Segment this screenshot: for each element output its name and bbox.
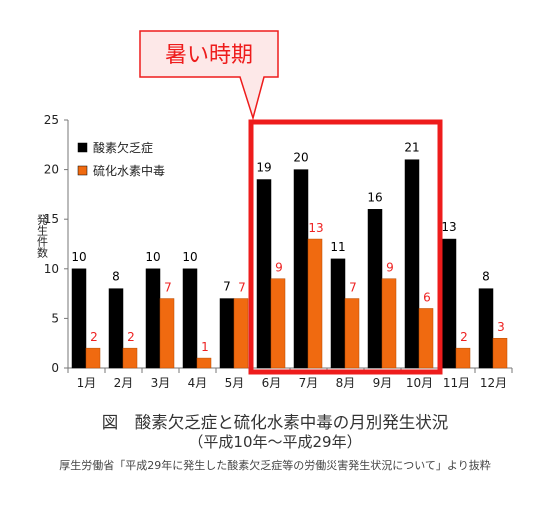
data-label-oxygen-deficiency: 7 [223,280,231,294]
bar-hydrogen-sulfide [381,278,397,369]
data-label-hydrogen-sulfide: 3 [497,320,505,334]
data-label-oxygen-deficiency: 8 [112,270,120,284]
data-label-oxygen-deficiency: 20 [293,151,308,165]
bar-hydrogen-sulfide [196,357,212,369]
bar-oxygen-deficiency [367,209,383,369]
x-tick-label: 1月 [77,376,97,390]
x-tick-label: 3月 [151,376,171,390]
y-axis-title: 発生件数 [36,213,49,259]
legend-label: 酸素欠乏症 [93,140,153,155]
callout-label: 暑い時期 [165,43,253,68]
chart-caption-period: （平成10年～平成29年） [188,433,362,451]
highlight-frame [248,119,443,375]
data-label-hydrogen-sulfide: 2 [127,330,135,344]
data-label-hydrogen-sulfide: 2 [90,330,98,344]
bar-hydrogen-sulfide [455,347,471,369]
bar-oxygen-deficiency [478,288,494,369]
x-tick-label: 6月 [262,376,282,390]
data-label-oxygen-deficiency: 10 [182,250,197,264]
bar-oxygen-deficiency [182,268,198,369]
bar-hydrogen-sulfide [344,298,360,369]
bar-oxygen-deficiency [293,169,309,369]
legend-label: 硫化水素中毒 [93,163,165,178]
bar-oxygen-deficiency [404,159,420,369]
chart-caption-title: 図 酸素欠乏症と硫化水素中毒の月別発生状況 [101,413,449,432]
data-label-hydrogen-sulfide: 7 [164,281,172,295]
data-label-oxygen-deficiency: 10 [71,250,86,264]
bar-hydrogen-sulfide [85,347,101,369]
y-tick-label: 20 [44,163,59,177]
y-tick-label: 5 [51,311,59,325]
data-label-oxygen-deficiency: 8 [482,270,490,284]
bar-oxygen-deficiency [108,288,124,369]
chart-caption-source: 厚生労働省「平成29年に発生した酸素欠乏症等の労働災害発生状況について」より抜粋 [59,459,491,472]
x-tick-label: 5月 [225,376,245,390]
x-tick-label: 4月 [188,376,208,390]
data-label-oxygen-deficiency: 21 [404,141,419,155]
bar-oxygen-deficiency [441,238,457,369]
bar-oxygen-deficiency [219,298,235,369]
x-tick-label: 7月 [299,376,319,390]
data-label-hydrogen-sulfide: 9 [275,261,283,275]
y-tick-label: 15 [44,212,59,226]
x-tick-label: 10月 [406,376,433,390]
bar-oxygen-deficiency [330,258,346,369]
bar-hydrogen-sulfide [270,278,286,369]
x-tick-label: 9月 [373,376,393,390]
bar-hydrogen-sulfide [122,347,138,369]
y-tick-label: 10 [44,262,59,276]
data-label-oxygen-deficiency: 13 [441,220,456,234]
x-tick-label: 12月 [480,376,507,390]
bar-hydrogen-sulfide [418,308,434,369]
y-tick-label: 25 [44,113,59,127]
data-label-hydrogen-sulfide: 7 [238,281,246,295]
legend-swatch [77,165,88,176]
y-tick-label: 0 [51,361,59,375]
data-label-hydrogen-sulfide: 2 [460,330,468,344]
data-label-hydrogen-sulfide: 6 [423,290,431,304]
data-label-oxygen-deficiency: 16 [367,190,382,204]
x-tick-label: 8月 [336,376,356,390]
data-label-hydrogen-sulfide: 1 [201,340,209,354]
data-label-oxygen-deficiency: 10 [145,250,160,264]
data-label-oxygen-deficiency: 19 [256,161,271,175]
bar-oxygen-deficiency [256,179,272,369]
data-label-hydrogen-sulfide: 7 [349,281,357,295]
x-tick-label: 11月 [443,376,470,390]
data-label-hydrogen-sulfide: 13 [308,221,323,235]
bar-hydrogen-sulfide [159,298,175,369]
legend-swatch [77,142,88,153]
bar-hydrogen-sulfide [307,238,323,369]
x-tick-label: 2月 [114,376,134,390]
bar-hydrogen-sulfide [233,298,249,369]
bar-hydrogen-sulfide [492,337,508,369]
data-label-hydrogen-sulfide: 9 [386,261,394,275]
bar-oxygen-deficiency [145,268,161,369]
data-label-oxygen-deficiency: 11 [330,240,345,254]
callout-bubble [139,30,279,121]
bar-oxygen-deficiency [71,268,87,369]
